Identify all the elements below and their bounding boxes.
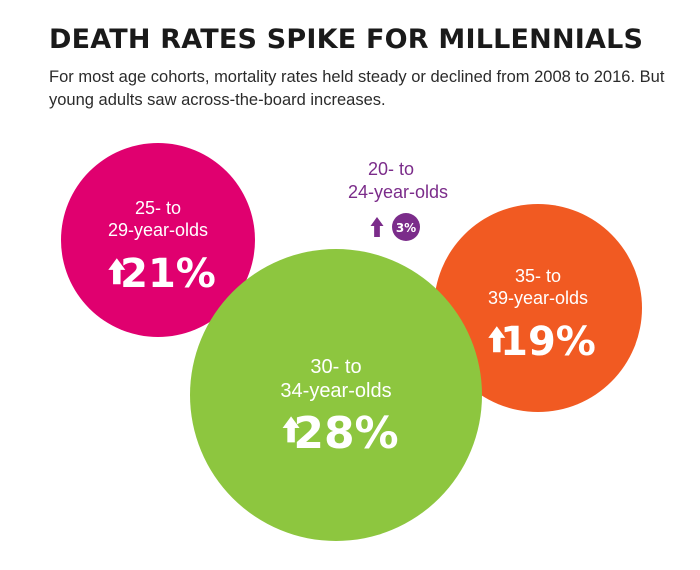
bubble-value: 21% bbox=[120, 251, 216, 297]
bubble-circle bbox=[434, 204, 642, 412]
bubble-label-line2: 24-year-olds bbox=[348, 182, 448, 202]
up-arrow-icon bbox=[488, 326, 506, 353]
bubble-label-line1: 20- to bbox=[368, 159, 414, 179]
up-arrow-icon bbox=[108, 258, 126, 285]
bubble-label-line2: 29-year-olds bbox=[108, 220, 208, 240]
bubble-value: 28% bbox=[293, 408, 398, 459]
up-arrow-icon bbox=[370, 217, 384, 237]
bubble-circle bbox=[61, 143, 255, 337]
bubble-label-line1: 30- to bbox=[310, 356, 361, 378]
bubble-label-line1: 35- to bbox=[515, 266, 561, 286]
bubble-label-line2: 39-year-olds bbox=[488, 288, 588, 308]
chart-subtitle: For most age cohorts, mortality rates he… bbox=[49, 68, 665, 109]
bubble-value: 3% bbox=[396, 221, 416, 235]
up-arrow-icon bbox=[282, 416, 300, 443]
bubble-24-year-olds: 20- to 24-year-olds 3% bbox=[348, 159, 448, 241]
bubble-label-line2: 34-year-olds bbox=[280, 380, 391, 402]
bubble-circle bbox=[190, 249, 482, 541]
bubble-label-line1: 25- to bbox=[135, 198, 181, 218]
bubble-circle bbox=[392, 213, 420, 241]
chart-title: DEATH RATES SPIKE FOR MILLENNIALS bbox=[49, 24, 644, 55]
bubble-value: 19% bbox=[500, 319, 596, 365]
